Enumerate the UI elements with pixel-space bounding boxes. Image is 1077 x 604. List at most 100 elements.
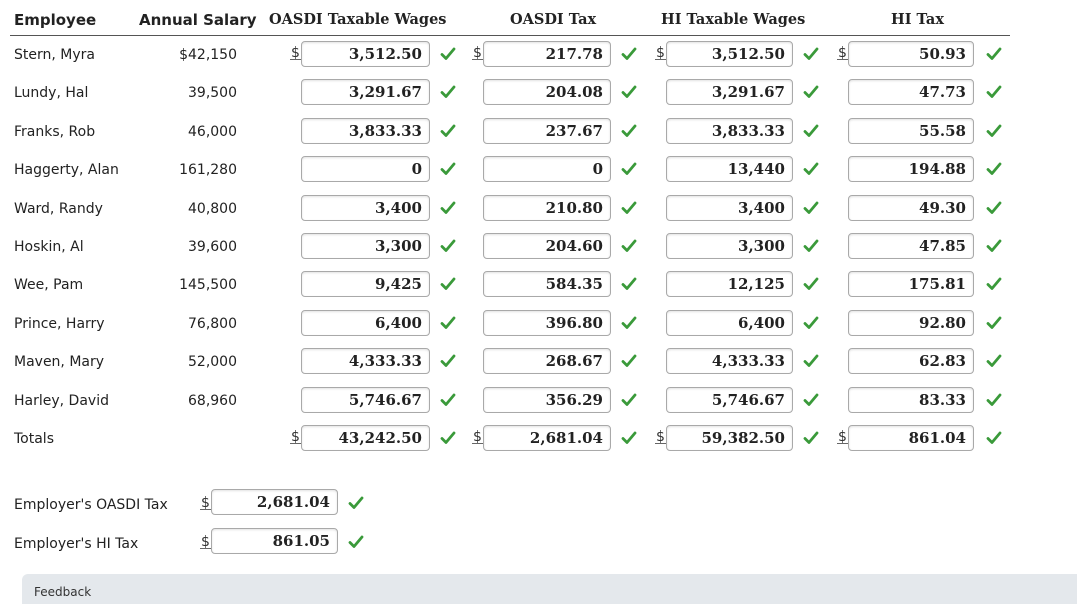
checkmark-icon: [621, 238, 637, 254]
annual-salary: 39,600: [188, 239, 237, 255]
oasdi-taxable-wages-input[interactable]: 3,400: [301, 194, 430, 221]
oasdi-taxable-wages-input[interactable]: 0: [301, 156, 430, 183]
oasdi-taxable-wages-input[interactable]: 3,512.50: [301, 41, 430, 67]
annual-salary: 161,280: [179, 162, 237, 179]
checkmark-icon: [986, 315, 1002, 331]
employer-tax-input[interactable]: 2,681.04: [211, 489, 338, 515]
checkmark-icon: [621, 46, 637, 62]
hi-taxable-wages-input[interactable]: 3,512.50: [666, 41, 793, 67]
hi-tax-input[interactable]: 194.88: [848, 156, 974, 183]
checkmark-icon: [621, 315, 637, 331]
checkmark-icon: [986, 46, 1002, 62]
checkmark-icon: [621, 161, 637, 177]
oasdi-tax-input[interactable]: 204.60: [483, 233, 611, 259]
oasdi-tax-input[interactable]: 210.80: [483, 194, 611, 221]
oasdi-tax-input[interactable]: 204.08: [483, 79, 611, 106]
oasdi-tax-input[interactable]: 268.67: [483, 348, 611, 375]
employer-tax-input[interactable]: 861.05: [211, 528, 338, 554]
checkmark-icon: [803, 238, 819, 254]
oasdi-tax-input[interactable]: 584.35: [483, 271, 611, 298]
header-oasdi-taxable-wages: OASDI Taxable Wages: [269, 11, 447, 28]
hi-tax-input[interactable]: 47.85: [848, 233, 974, 259]
oasdi-tax-input[interactable]: 217.78: [483, 41, 611, 67]
checkmark-icon: [440, 276, 456, 292]
checkmark-icon: [621, 430, 637, 446]
employee-name: Franks, Rob: [14, 123, 96, 140]
hi-tax-input[interactable]: 861.04: [848, 425, 974, 451]
checkmark-icon: [440, 315, 456, 331]
dollar-sign: $: [290, 45, 301, 61]
hi-tax-input[interactable]: 92.80: [848, 309, 974, 336]
hi-taxable-wages-input[interactable]: 59,382.50: [666, 425, 793, 451]
hi-taxable-wages-input[interactable]: 3,300: [666, 233, 793, 259]
hi-taxable-wages-input[interactable]: 3,291.67: [666, 79, 793, 106]
checkmark-icon: [803, 123, 819, 139]
hi-tax-input[interactable]: 49.30: [848, 194, 974, 221]
checkmark-icon: [348, 534, 364, 550]
dollar-sign: $: [655, 45, 666, 61]
header-oasdi-tax: OASDI Tax: [510, 11, 597, 28]
oasdi-tax-input[interactable]: 237.67: [483, 117, 611, 144]
annual-salary: 46,000: [188, 123, 237, 140]
checkmark-icon: [803, 161, 819, 177]
oasdi-taxable-wages-input[interactable]: 9,425: [301, 271, 430, 298]
hi-taxable-wages-input[interactable]: 4,333.33: [666, 348, 793, 375]
hi-tax-input[interactable]: 55.58: [848, 117, 974, 144]
annual-salary: 39,500: [188, 85, 237, 102]
hi-tax-input[interactable]: 83.33: [848, 386, 974, 413]
dollar-sign: $: [837, 45, 848, 61]
checkmark-icon: [440, 200, 456, 216]
feedback-panel[interactable]: Feedback: [22, 574, 1077, 604]
hi-tax-input[interactable]: 62.83: [848, 348, 974, 375]
oasdi-tax-input[interactable]: 396.80: [483, 309, 611, 336]
hi-taxable-wages-input[interactable]: 5,746.67: [666, 386, 793, 413]
employer-tax-label: Employer's OASDI Tax: [14, 497, 168, 513]
checkmark-icon: [986, 430, 1002, 446]
header-divider: [10, 35, 1010, 36]
oasdi-taxable-wages-input[interactable]: 3,300: [301, 233, 430, 259]
oasdi-taxable-wages-input[interactable]: 3,291.67: [301, 79, 430, 106]
oasdi-tax-input[interactable]: 0: [483, 156, 611, 183]
oasdi-taxable-wages-input[interactable]: 6,400: [301, 309, 430, 336]
dollar-sign: $: [290, 429, 301, 445]
hi-tax-input[interactable]: 47.73: [848, 79, 974, 106]
checkmark-icon: [986, 238, 1002, 254]
oasdi-taxable-wages-input[interactable]: 4,333.33: [301, 348, 430, 375]
checkmark-icon: [440, 430, 456, 446]
checkmark-icon: [803, 84, 819, 100]
checkmark-icon: [621, 392, 637, 408]
header-employee: Employee: [14, 11, 97, 29]
checkmark-icon: [621, 123, 637, 139]
annual-salary: 145,500: [179, 277, 237, 294]
employee-name: Totals: [14, 431, 54, 447]
checkmark-icon: [803, 200, 819, 216]
header-hi-taxable-wages: HI Taxable Wages: [661, 11, 806, 28]
employer-tax-label: Employer's HI Tax: [14, 536, 139, 552]
hi-taxable-wages-input[interactable]: 3,400: [666, 194, 793, 221]
employee-name: Hoskin, Al: [14, 239, 84, 255]
oasdi-taxable-wages-input[interactable]: 3,833.33: [301, 117, 430, 144]
annual-salary: 40,800: [188, 200, 237, 217]
hi-tax-input[interactable]: 50.93: [848, 41, 974, 67]
checkmark-icon: [803, 315, 819, 331]
checkmark-icon: [986, 200, 1002, 216]
annual-salary: 52,000: [188, 354, 237, 371]
dollar-sign: $: [472, 429, 483, 445]
employee-name: Ward, Randy: [14, 200, 103, 217]
oasdi-taxable-wages-input[interactable]: 43,242.50: [301, 425, 430, 451]
hi-taxable-wages-input[interactable]: 6,400: [666, 309, 793, 336]
checkmark-icon: [986, 123, 1002, 139]
oasdi-tax-input[interactable]: 2,681.04: [483, 425, 611, 451]
oasdi-tax-input[interactable]: 356.29: [483, 386, 611, 413]
employee-name: Maven, Mary: [14, 354, 105, 371]
hi-tax-input[interactable]: 175.81: [848, 271, 974, 298]
hi-taxable-wages-input[interactable]: 3,833.33: [666, 117, 793, 144]
checkmark-icon: [440, 161, 456, 177]
oasdi-taxable-wages-input[interactable]: 5,746.67: [301, 386, 430, 413]
annual-salary: $42,150: [179, 47, 237, 63]
checkmark-icon: [440, 46, 456, 62]
checkmark-icon: [621, 200, 637, 216]
checkmark-icon: [440, 238, 456, 254]
hi-taxable-wages-input[interactable]: 12,125: [666, 271, 793, 298]
hi-taxable-wages-input[interactable]: 13,440: [666, 156, 793, 183]
